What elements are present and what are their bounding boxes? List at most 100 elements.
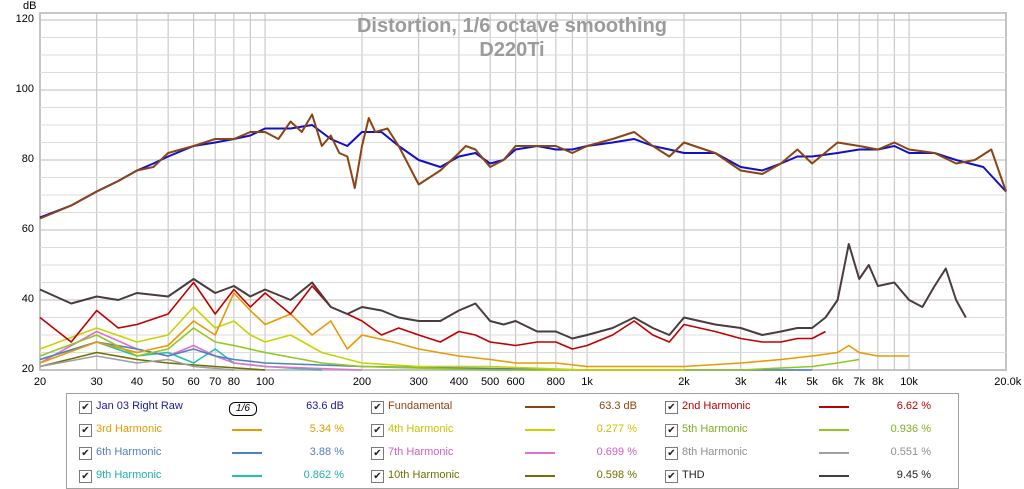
legend-item: ✔ Jan 03 Right Raw 1/6 63.6 dB xyxy=(79,397,359,419)
x-tick-label: 10k xyxy=(900,376,918,388)
legend-color-swatch xyxy=(525,429,555,431)
legend-color-swatch xyxy=(232,429,262,431)
legend-item: ✔ 8th Harmonic 0.551 % xyxy=(665,443,945,465)
x-tick-label: 60 xyxy=(187,376,200,388)
smoothing-selector[interactable]: 1/6 xyxy=(229,402,257,416)
x-tick-label: 1k xyxy=(581,376,593,388)
legend-item: ✔ 4th Harmonic 0.277 % xyxy=(371,420,651,442)
legend-series-name: 5th Harmonic xyxy=(682,423,748,435)
legend-row: ✔ 3rd Harmonic 5.34 % ✔ 4th Harmonic 0.277 % ✔… xyxy=(67,420,958,442)
y-tick-label: 20 xyxy=(21,363,34,375)
series-line-2nd-harmonic xyxy=(39,281,826,350)
x-tick-label: 5k xyxy=(806,376,818,388)
legend-panel: ✔ Jan 03 Right Raw 1/6 63.6 dB ✔ Fundamental 6… xyxy=(66,393,959,489)
legend-color-swatch xyxy=(525,406,555,408)
legend-row: ✔ Jan 03 Right Raw 1/6 63.6 dB ✔ Fundamental 6… xyxy=(67,397,958,419)
legend-series-name: 6th Harmonic xyxy=(96,446,162,458)
legend-series-value: 6.62 % xyxy=(896,400,931,412)
x-tick-label: 100 xyxy=(255,376,275,388)
series-line-fundamental xyxy=(39,113,1007,220)
series-line-8th-harmonic xyxy=(39,355,234,371)
legend-item: ✔ 3rd Harmonic 5.34 % xyxy=(79,420,359,442)
x-tick-label: 300 xyxy=(409,376,428,388)
series-visibility-checkbox[interactable]: ✔ xyxy=(371,424,384,437)
series-visibility-checkbox[interactable]: ✔ xyxy=(665,470,678,483)
legend-item: ✔ 7th Harmonic 0.699 % xyxy=(371,443,651,465)
legend-item: ✔ 6th Harmonic 3.88 % xyxy=(79,443,359,465)
x-tick-label: 400 xyxy=(449,376,469,388)
legend-series-name: 4th Harmonic xyxy=(388,423,454,435)
series-line-6th-harmonic xyxy=(39,341,813,371)
legend-series-name: 9th Harmonic xyxy=(96,469,162,481)
x-tick-label: 3k xyxy=(734,376,747,388)
x-tick-label: 70 xyxy=(209,376,222,388)
chart-subtitle: D220Ti xyxy=(479,39,545,61)
legend-series-value: 63.3 dB xyxy=(599,400,637,412)
legend-series-value: 3.88 % xyxy=(309,446,344,458)
series-line-4th-harmonic xyxy=(39,306,684,371)
legend-color-swatch xyxy=(819,429,849,431)
legend-color-swatch xyxy=(819,452,849,454)
series-visibility-checkbox[interactable]: ✔ xyxy=(665,447,678,460)
legend-series-value: 0.551 % xyxy=(890,446,931,458)
x-tick-label: 2k xyxy=(678,376,690,388)
series-visibility-checkbox[interactable]: ✔ xyxy=(79,470,92,483)
legend-series-name: Jan 03 Right Raw xyxy=(96,400,183,412)
distortion-chart xyxy=(39,12,1007,371)
series-visibility-checkbox[interactable]: ✔ xyxy=(79,447,92,460)
legend-series-value: 5.34 % xyxy=(309,423,344,435)
legend-item: ✔ 5th Harmonic 0.936 % xyxy=(665,420,945,442)
legend-series-value: 0.699 % xyxy=(596,446,637,458)
y-tick-label: 40 xyxy=(21,293,34,305)
legend-series-name: 3rd Harmonic xyxy=(96,423,163,435)
series-line-jan-03-right-raw xyxy=(39,124,1007,219)
x-tick-label: 30 xyxy=(90,376,103,388)
x-tick-label: 4k xyxy=(775,376,787,388)
series-visibility-checkbox[interactable]: ✔ xyxy=(79,401,92,414)
x-tick-label: 200 xyxy=(352,376,372,388)
series-visibility-checkbox[interactable]: ✔ xyxy=(371,447,384,460)
series-line-thd xyxy=(39,243,967,340)
x-tick-label: 6k xyxy=(831,376,844,388)
legend-item: ✔ 9th Harmonic 0.862 % xyxy=(79,466,359,488)
y-tick-label: 120 xyxy=(15,13,34,25)
series-visibility-checkbox[interactable]: ✔ xyxy=(371,401,384,414)
legend-series-value: 0.277 % xyxy=(596,423,637,435)
legend-color-swatch xyxy=(232,452,262,454)
x-tick-label: 800 xyxy=(546,376,566,388)
x-tick-label: 7k xyxy=(853,376,865,388)
legend-series-name: 8th Harmonic xyxy=(682,446,748,458)
chart-title: Distortion, 1/6 octave smoothing xyxy=(356,15,668,37)
legend-row: ✔ 9th Harmonic 0.862 % ✔ 10th Harmonic 0.598 … xyxy=(67,466,958,488)
legend-series-value: 0.862 % xyxy=(303,469,344,481)
legend-color-swatch xyxy=(819,475,849,477)
legend-series-name: 7th Harmonic xyxy=(388,446,454,458)
y-tick-label: 100 xyxy=(15,83,34,95)
legend-color-swatch xyxy=(232,475,262,477)
legend-series-value: 0.598 % xyxy=(596,469,637,481)
series-line-3rd-harmonic xyxy=(39,292,910,368)
series-visibility-checkbox[interactable]: ✔ xyxy=(665,401,678,414)
legend-item: ✔ Fundamental 63.3 dB xyxy=(371,397,651,419)
series-line-7th-harmonic xyxy=(39,330,363,371)
x-tick-label: 20 xyxy=(33,376,47,388)
legend-series-name: 10th Harmonic xyxy=(388,469,460,481)
x-tick-label: 8k xyxy=(872,376,884,388)
legend-series-name: 2nd Harmonic xyxy=(682,400,751,412)
x-tick-label: 20.0k Hz xyxy=(994,376,1024,388)
legend-item: ✔ 10th Harmonic 0.598 % xyxy=(371,466,651,488)
y-tick-label: 60 xyxy=(21,223,34,235)
y-axis-unit: dB xyxy=(23,0,37,12)
x-tick-label: 40 xyxy=(130,376,144,388)
y-tick-label: 80 xyxy=(21,153,34,165)
x-tick-label: 500 xyxy=(480,376,500,388)
series-visibility-checkbox[interactable]: ✔ xyxy=(665,424,678,437)
legend-item: ✔ 2nd Harmonic 6.62 % xyxy=(665,397,945,419)
series-visibility-checkbox[interactable]: ✔ xyxy=(371,470,384,483)
legend-series-value: 63.6 dB xyxy=(306,400,344,412)
legend-series-value: 0.936 % xyxy=(890,423,931,435)
series-visibility-checkbox[interactable]: ✔ xyxy=(79,424,92,437)
legend-color-swatch xyxy=(819,406,849,408)
legend-item: ✔ THD 9.45 % xyxy=(665,466,945,488)
legend-series-value: 9.45 % xyxy=(896,469,931,481)
